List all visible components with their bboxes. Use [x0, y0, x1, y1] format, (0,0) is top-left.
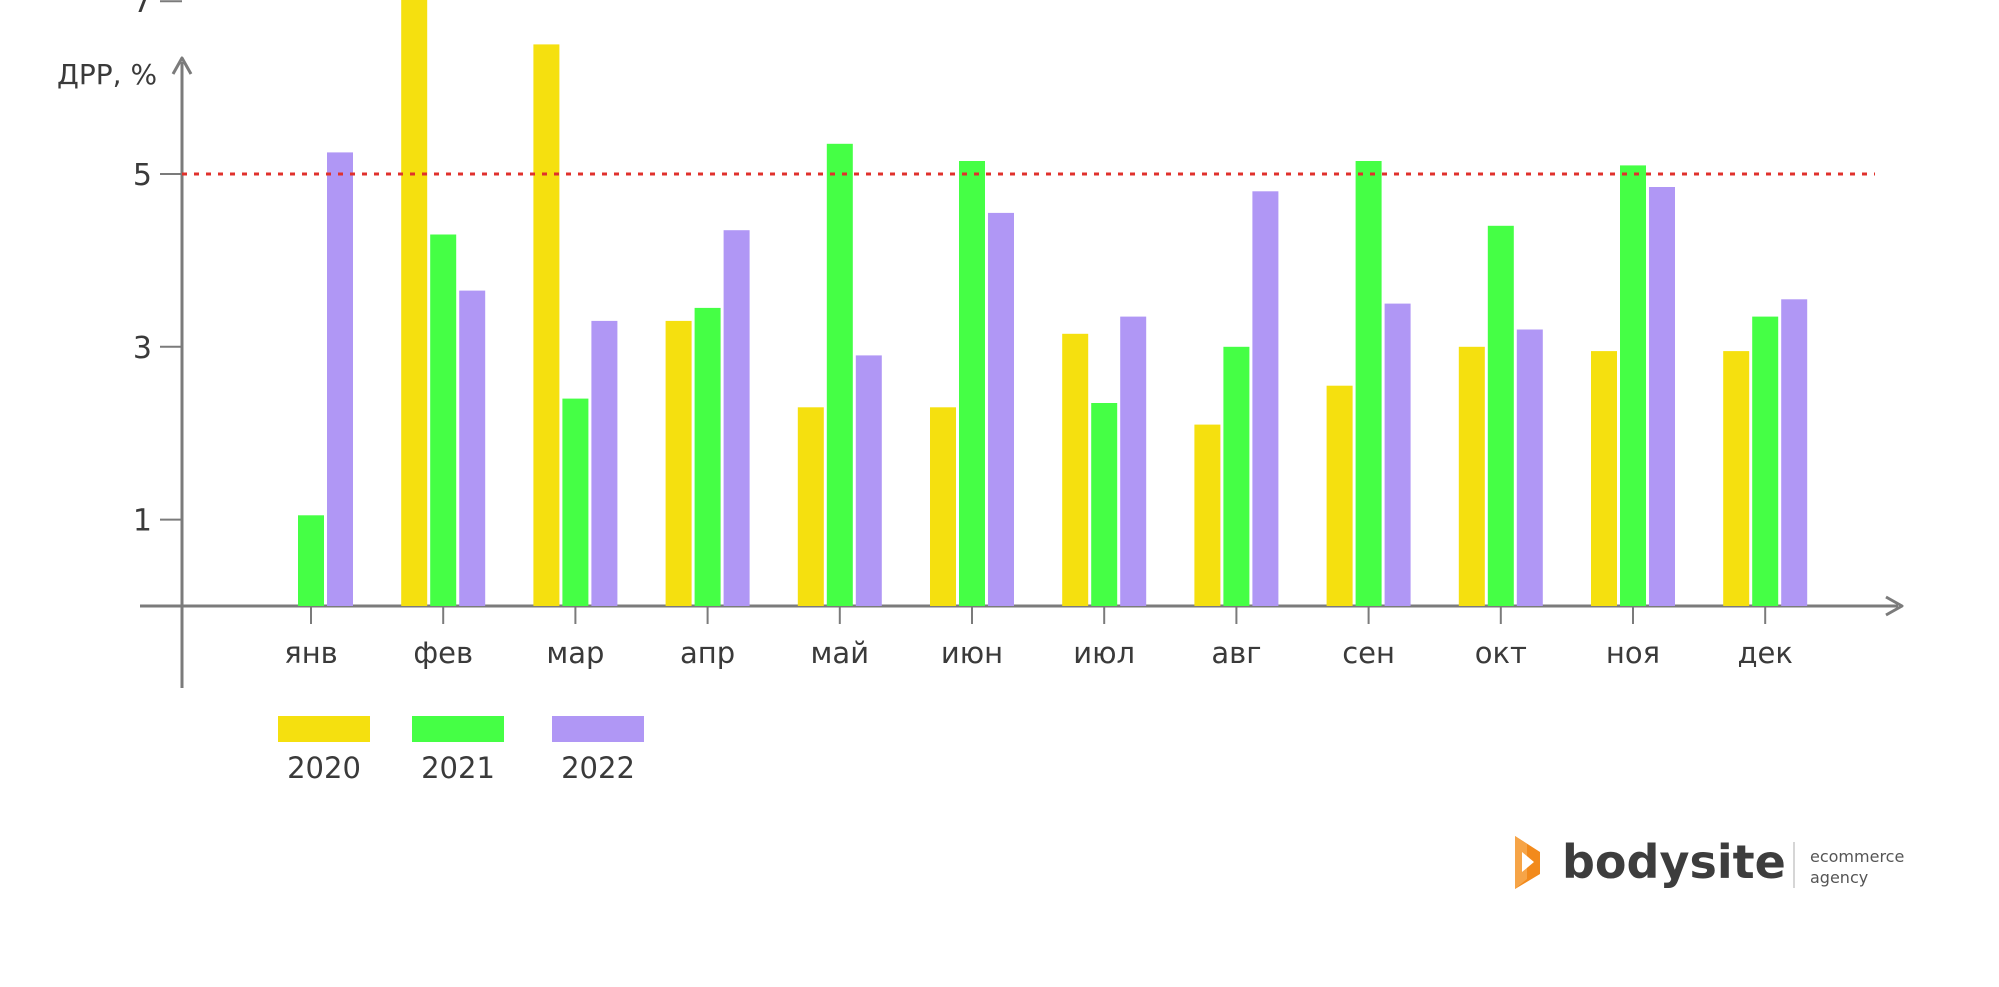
logo-icon	[1515, 836, 1540, 889]
legend: 2020 2021 2022	[278, 716, 644, 785]
bar-2022-окт	[1516, 329, 1543, 606]
bar-2020-июн	[930, 407, 956, 606]
bar-2021-июн	[959, 161, 985, 606]
bar-2022-апр	[723, 230, 750, 606]
y-axis-ticks: 13579	[133, 0, 182, 539]
y-tick-label: 1	[133, 504, 152, 539]
bar-2022-ноя	[1649, 187, 1675, 606]
legend-swatch-2022	[552, 716, 644, 742]
bar-2020-авг	[1194, 424, 1221, 606]
legend-swatch-2020	[278, 716, 370, 742]
x-tick-label-мар: мар	[546, 636, 604, 670]
x-axis-arrow	[1885, 595, 1904, 617]
logo-tagline-line2: agency	[1810, 868, 1868, 887]
bar-2020-окт	[1458, 346, 1485, 606]
bar-2021-май	[826, 143, 853, 607]
logo-wordmark: bodysite	[1562, 835, 1786, 889]
x-tick-label-дек: дек	[1737, 636, 1792, 670]
x-tick-label-окт: окт	[1475, 636, 1527, 670]
x-tick-label-сен: сен	[1342, 636, 1395, 670]
bar-2021-апр	[694, 307, 721, 606]
bar-2021-ноя	[1620, 165, 1646, 606]
bar-2020-ноя	[1591, 351, 1617, 606]
x-tick-label-ноя: ноя	[1606, 636, 1660, 670]
bar-2022-мар	[591, 320, 618, 606]
bar-2020-июл	[1062, 333, 1089, 606]
bar-2021-фев	[430, 234, 457, 606]
x-tick-label-июн: июн	[941, 636, 1003, 670]
bar-2021-окт	[1487, 225, 1514, 607]
bar-2022-авг	[1252, 191, 1279, 607]
y-axis-arrow	[171, 56, 193, 75]
x-tick-label-фев: фев	[413, 636, 473, 670]
y-tick-label: 3	[133, 331, 152, 366]
logo-tagline-line1: ecommerce	[1810, 847, 1904, 866]
bar-2020-сен	[1326, 385, 1353, 606]
x-tick-label-июл: июл	[1073, 636, 1135, 670]
bar-2022-май	[855, 355, 882, 606]
bar-2020-фев	[401, 0, 428, 606]
bar-2020-дек	[1723, 351, 1750, 606]
bar-2022-янв	[327, 152, 353, 606]
bar-2021-авг	[1223, 346, 1250, 606]
legend-label-2022: 2022	[561, 751, 635, 785]
bar-2021-янв	[298, 515, 324, 606]
legend-label-2021: 2021	[421, 751, 495, 785]
bar-2020-мар	[533, 44, 560, 606]
legend-swatch-2021	[412, 716, 504, 742]
bar-2021-июл	[1091, 403, 1118, 606]
y-axis-title: ДРР, %	[57, 58, 157, 91]
bar-2022-сен	[1384, 303, 1411, 606]
x-tick-label-авг: авг	[1211, 636, 1261, 670]
bar-2021-сен	[1355, 161, 1382, 606]
x-tick-label-янв: янв	[284, 636, 338, 670]
bar-2020-май	[797, 407, 824, 606]
x-tick-label-апр: апр	[680, 636, 735, 670]
bar-2021-дек	[1752, 316, 1779, 606]
y-tick-label: 7	[133, 0, 152, 20]
y-tick-label: 5	[133, 158, 152, 193]
x-tick-label-май: май	[811, 636, 870, 670]
chart-bars	[298, 0, 1808, 607]
x-axis-labels: янв фев мар апр май июн июл авг сен окт ноя дек	[284, 606, 1793, 670]
bar-2022-июл	[1120, 316, 1147, 606]
legend-label-2020: 2020	[287, 751, 361, 785]
bar-2021-мар	[562, 398, 589, 606]
bar-2022-фев	[459, 290, 486, 606]
bar-2022-июн	[988, 212, 1014, 606]
bar-2022-дек	[1781, 299, 1808, 606]
bar-2020-апр	[665, 320, 692, 606]
logo: bodysite ecommerce agency	[1515, 835, 1904, 889]
